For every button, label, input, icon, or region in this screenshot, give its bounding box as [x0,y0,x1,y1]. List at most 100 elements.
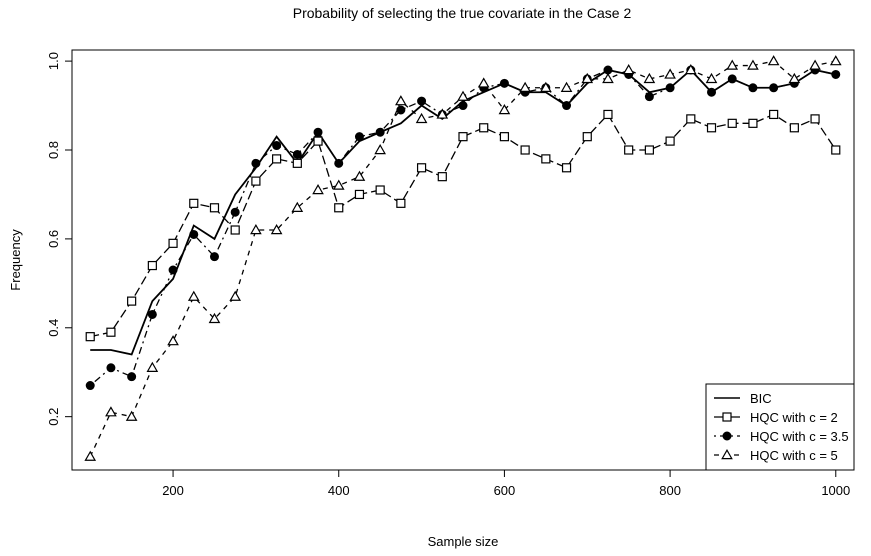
circle-marker [665,83,675,93]
square-marker [396,198,406,208]
circle-marker [230,207,240,217]
square-marker [810,114,820,124]
series-3 [85,65,841,391]
legend-item: BIC [714,391,772,406]
square-marker [479,123,489,133]
square-marker [313,136,323,146]
square-marker [416,163,427,173]
triangle-marker [726,59,739,70]
square-marker [727,118,737,128]
x-tick-label: 400 [328,483,350,498]
triangle-marker [125,410,138,421]
square-marker [582,132,592,142]
circle-marker [127,372,137,382]
series-layer [84,55,842,461]
triangle-marker [415,112,428,124]
circle-marker [313,127,323,137]
square-marker [189,198,199,208]
series-line [89,69,836,387]
circle-marker [727,74,737,84]
square-marker [458,132,468,142]
y-tick-label: 0.2 [46,408,61,426]
triangle-marker [684,63,697,75]
legend-item: HQC with c = 2 [714,410,838,425]
square-marker [209,203,220,213]
triangle-marker [809,59,821,70]
triangle-marker [540,81,552,92]
triangle-marker [664,68,676,79]
triangle-marker [498,103,511,115]
circle-marker [251,158,261,168]
triangle-marker [270,223,283,235]
y-tick-label: 0.8 [46,141,61,159]
chart-title: Probability of selecting the true covari… [293,5,632,21]
square-marker [147,260,157,271]
x-tick-label: 800 [659,483,681,498]
square-marker [354,189,365,200]
circle-marker [334,158,344,168]
square-marker [251,176,261,186]
triangle-marker [374,143,386,155]
square-marker [272,154,282,164]
circle-marker [209,252,219,262]
circle-marker [831,69,841,79]
square-marker [334,203,344,213]
square-marker [292,158,302,168]
triangle-marker [84,450,97,461]
legend: BIC HQC with c = 2 HQC with c = 3.5 HQC wit… [705,383,855,471]
triangle-marker [105,406,117,417]
circle-marker [354,132,364,142]
square-marker [603,109,613,120]
circle-marker [375,127,385,137]
triangle-marker [581,72,594,84]
square-marker [789,123,799,133]
series-line [90,113,837,338]
circle-marker [85,381,95,391]
square-marker [561,163,572,173]
triangle-marker [560,81,573,92]
legend-label: HQC with c = 5 [750,448,838,463]
y-tick-label: 1.0 [46,52,61,70]
x-tick-label: 1000 [821,483,850,498]
circle-marker [458,101,468,111]
legend-label: HQC with c = 3.5 [750,429,849,444]
circle-marker [147,309,157,319]
square-marker [624,145,634,155]
x-axis-label: Sample size [428,534,499,549]
square-marker [706,123,717,133]
triangle-marker [146,361,159,372]
triangle-marker [436,108,449,119]
square-marker [769,109,779,120]
triangle-marker [353,170,366,181]
plot-frame [71,49,855,471]
triangle-marker [187,290,200,301]
square-marker [85,332,95,342]
triangle-marker [602,72,614,84]
circle-marker [769,83,779,93]
square-marker [665,136,675,146]
triangle-marker [622,63,635,75]
square-marker [375,185,385,195]
circle-marker [189,229,199,239]
circle-marker [417,96,427,106]
triangle-marker [229,290,242,301]
legend-triangle-marker [721,448,733,460]
square-marker [127,296,137,306]
series-1 [90,68,836,356]
triangle-marker [250,223,262,235]
circle-marker [396,105,406,115]
triangle-marker [519,81,531,92]
y-axis: 0.2 0.4 0.6 0.8 1.0 [46,52,72,426]
triangle-marker [395,95,407,106]
square-marker [168,238,178,248]
triangle-marker [312,183,324,195]
triangle-marker [705,72,718,84]
x-tick-label: 600 [494,483,516,498]
triangle-marker [457,90,469,101]
legend-label: HQC with c = 2 [750,410,838,425]
triangle-marker [643,72,656,84]
legend-item: HQC with c = 3.5 [714,429,849,444]
x-tick-label: 200 [162,483,184,498]
legend-label: BIC [750,391,772,406]
